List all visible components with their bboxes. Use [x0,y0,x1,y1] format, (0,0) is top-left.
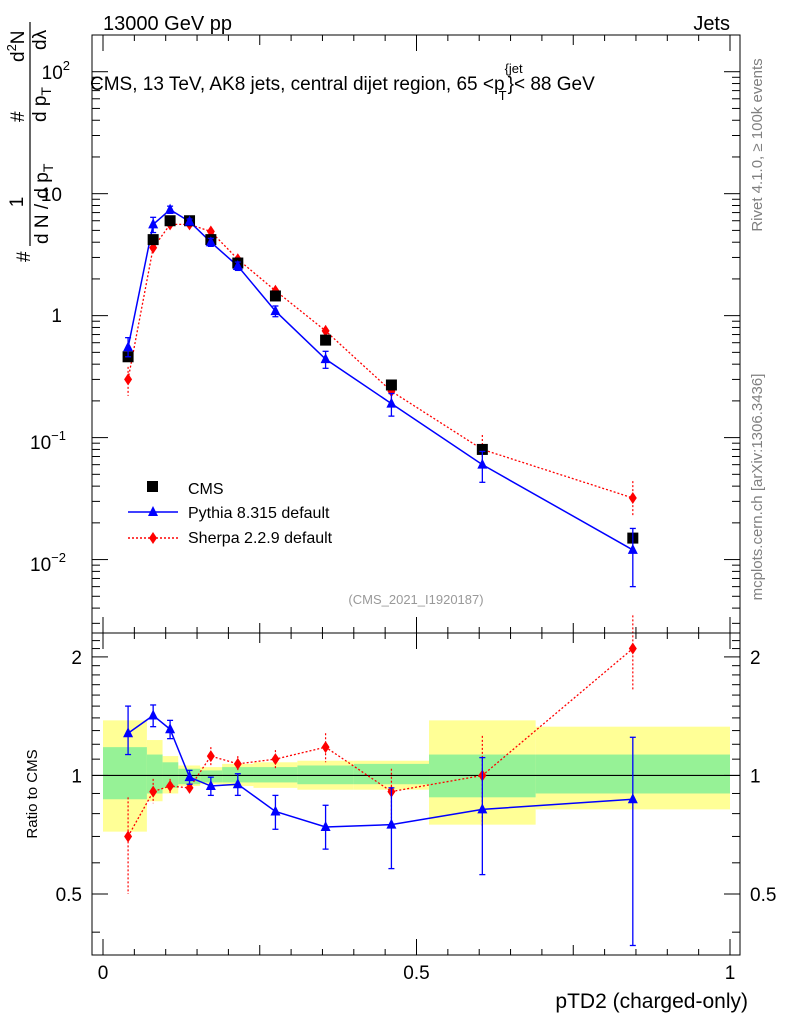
uncertainty-band-inner [103,747,147,800]
legend-marker-sherpa [149,532,157,544]
ratio-xtick-label: 1 [725,963,736,984]
pythia-ratio-point [320,820,331,831]
sherpa-ratio-point [271,753,280,766]
sherpa-ratio-point [166,780,175,793]
header-left: 13000 GeV pp [103,13,232,35]
ratio-ytick-label-right: 1 [750,766,761,787]
pythia-ratio-point [123,727,134,738]
ratio-plot-area [92,615,740,947]
ratio-ytick-label-right: 0.5 [750,885,776,906]
pythia-ratio-point [205,780,216,791]
svg-text:d N / d pT: d N / d pT [32,163,56,244]
sherpa-ratio-point [149,785,158,798]
main-ylabel: # 1 d N / d pT # d pT d2N dλ [4,22,56,262]
legend-label-pythia: Pythia 8.315 default [188,505,330,522]
ratio-xlabel: pTD2 (charged-only) [555,990,748,1013]
pythia-line [127,208,634,551]
svg-text:1: 1 [7,197,28,208]
pythia-point [123,341,134,352]
sherpa-point [628,491,637,504]
legend-label-cms: CMS [188,481,224,498]
sherpa-ratio-point [233,757,242,770]
pythia-point [205,236,216,247]
mcplots-site: mcplots.cern.ch [arXiv:1306.3436] [749,374,766,601]
pythia-point [320,353,331,364]
legend-label-sherpa: Sherpa 2.2.9 default [188,530,333,547]
chart-title: CMS, 13 TeV, AK8 jets, central dijet reg… [90,61,595,103]
pythia-ratio-point [232,778,243,789]
sherpa-ratio-point [124,830,133,843]
ratio-ytick-label: 1 [71,766,82,787]
pythia-point [148,218,159,229]
uncertainty-band-inner [200,770,223,783]
pythia-ratio-point [627,793,638,804]
ratio-xtick-label: 0 [98,963,109,984]
pythia-ratio-point [148,709,159,720]
ratio-ylabel: Ratio to CMS [24,749,41,838]
pythia-ratio-point [477,803,488,814]
svg-text:dλ: dλ [30,29,51,50]
ytick-label-1e-2: 10−2 [30,550,66,576]
cms-point [320,334,332,346]
legend: CMS Pythia 8.315 default Sherpa 2.2.9 de… [128,481,333,547]
pythia-point [165,203,176,214]
uncertainty-band-inner [253,767,298,783]
cms-point [164,215,176,227]
uncertainty-band-inner [146,754,163,794]
pythia-ratio-point [386,818,397,829]
ytick-label-1e-1: 10−1 [30,428,66,454]
sherpa-ratio-point [628,642,637,655]
pythia-ratio-point [184,771,195,782]
sherpa-point [321,324,330,337]
main-plot-area [122,203,639,588]
ytick-label-1: 1 [51,306,62,327]
ratio-ytick-label: 0.5 [56,885,82,906]
sherpa-ratio-point [206,750,215,763]
ratio-ytick-label: 2 [71,648,82,669]
svg-text:#: # [14,251,35,262]
svg-text:#: # [8,111,29,122]
svg-text:d2N: d2N [4,30,29,62]
sherpa-ratio-point [321,741,330,754]
pythia-ratio-point [165,723,176,734]
main-panel: 10−2 10−1 1 10 102 CMS, 13 TeV, AK8 jets… [4,22,741,634]
svg-text:d pT: d pT [30,87,54,122]
rivet-version: Rivet 4.1.0, ≥ 100k events [749,58,766,231]
ratio-ytick-label-right: 2 [750,648,761,669]
ratio-panel: 0.5 0.5 1 1 2 2 0 0.5 1 Ratio to CMS pTD2 (charg… [24,615,776,1013]
pythia-point [270,305,281,316]
main-axes [92,34,740,633]
cms-point [476,443,488,455]
ytick-label-10: 10 [41,185,62,206]
pythia-point [386,397,397,408]
pythia-point [627,543,638,554]
pythia-point [477,458,488,469]
sherpa-line [127,223,634,499]
cms-point [147,234,159,246]
cms-point [385,379,397,391]
legend-marker-cms [147,481,158,492]
sherpa-point [124,373,133,386]
cms-point [269,290,281,302]
legend-marker-pythia [148,506,158,516]
ytick-label-1e2: 102 [42,58,70,84]
ratio-axes: 0.5 0.5 1 1 2 2 0 0.5 1 [56,633,776,984]
pythia-point [184,215,195,226]
ratio-xtick-label: 0.5 [403,963,429,984]
analysis-watermark: (CMS_2021_I1920187) [348,592,483,607]
pythia-point [232,260,243,271]
header-right: Jets [693,13,730,35]
pythia-ratio-point [270,805,281,816]
